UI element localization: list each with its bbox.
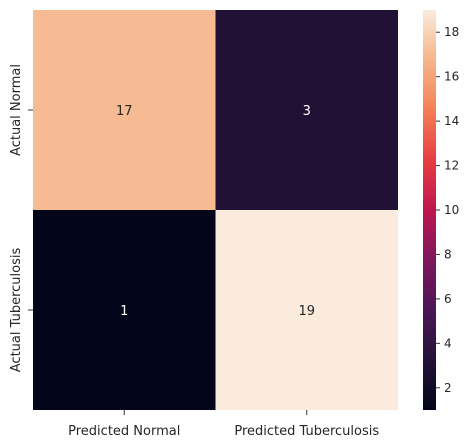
heatmap-cell-r1-c0	[33, 210, 216, 410]
colorbar-gradient	[423, 10, 436, 410]
colorbar-tick-label: 10	[444, 203, 459, 217]
x-tick-label: Predicted Normal	[68, 424, 180, 439]
colorbar-tick-label: 6	[444, 292, 452, 306]
colorbar-tick-label: 16	[444, 70, 459, 84]
colorbar-tick-label: 2	[444, 381, 452, 395]
colorbar-tick-label: 14	[444, 114, 459, 128]
heatmap-cells	[33, 10, 398, 410]
heatmap-value-label: 3	[303, 104, 311, 119]
heatmap-cell-r0-c1	[215, 10, 398, 210]
y-axis-ticks: Actual Normal Actual Tuberculosis	[9, 64, 33, 372]
heatmap-cell-labels: 17 3 1 19	[116, 104, 315, 319]
colorbar: 2 4 6 8 10 12 14 16 18	[423, 10, 459, 410]
x-axis-ticks: Predicted Normal Predicted Tuberculosis	[68, 410, 379, 439]
heatmap-value-label: 17	[116, 104, 133, 119]
colorbar-ticks: 2 4 6 8 10 12 14 16 18	[436, 25, 459, 395]
heatmap-value-label: 1	[120, 304, 128, 319]
y-tick-label: Actual Tuberculosis	[9, 248, 24, 373]
x-tick-label: Predicted Tuberculosis	[234, 424, 379, 439]
colorbar-tick-label: 8	[444, 247, 452, 261]
heatmap-cell-r1-c1	[215, 210, 398, 410]
colorbar-tick-label: 4	[444, 336, 452, 350]
y-tick-label: Actual Normal	[9, 64, 24, 156]
heatmap-cell-r0-c0	[33, 10, 216, 210]
colorbar-tick-label: 12	[444, 159, 459, 173]
heatmap-value-label: 19	[298, 304, 315, 319]
colorbar-tick-label: 18	[444, 25, 459, 39]
